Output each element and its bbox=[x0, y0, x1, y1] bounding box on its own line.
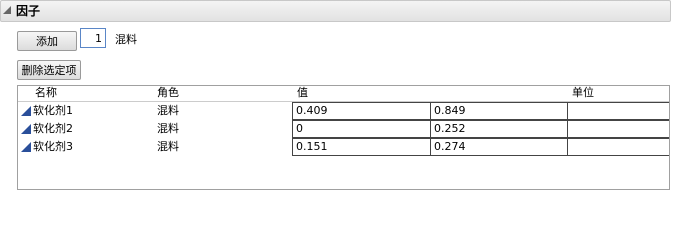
factor-role: 混料 bbox=[157, 104, 179, 117]
factor-role: 混料 bbox=[157, 140, 179, 153]
section-title: 因子 bbox=[16, 4, 41, 18]
count-input[interactable]: 1 bbox=[80, 28, 106, 48]
column-header: 值 bbox=[297, 86, 308, 99]
value-cell[interactable]: 0.252 bbox=[430, 120, 568, 138]
value-cell[interactable]: 0.849 bbox=[430, 102, 568, 120]
factor-table: 名称 角色 值 单位软化剂1 混料 0.409 0.849 软化剂2 混料 0 0.252 软化剂3 混… bbox=[17, 85, 670, 190]
column-header: 角色 bbox=[157, 86, 179, 99]
add-button[interactable]: 添加 bbox=[17, 31, 77, 51]
header-divider bbox=[18, 101, 669, 102]
value-cell[interactable]: 0 bbox=[292, 120, 431, 138]
factor-name[interactable]: 软化剂1 bbox=[33, 104, 73, 117]
row-icon bbox=[21, 124, 31, 134]
factor-role: 混料 bbox=[157, 122, 179, 135]
disclosure-icon[interactable] bbox=[3, 6, 11, 14]
unit-cell[interactable] bbox=[567, 120, 669, 138]
value-cell[interactable]: 0.151 bbox=[292, 138, 431, 156]
column-header: 名称 bbox=[35, 86, 57, 99]
outline-header[interactable] bbox=[0, 0, 671, 22]
unit-cell[interactable] bbox=[567, 102, 669, 120]
unit-cell[interactable] bbox=[567, 138, 669, 156]
count-type-label: 混料 bbox=[115, 33, 137, 46]
factor-name[interactable]: 软化剂3 bbox=[33, 140, 73, 153]
delete-button[interactable]: 删除选定项 bbox=[17, 60, 81, 80]
factor-name[interactable]: 软化剂2 bbox=[33, 122, 73, 135]
value-cell[interactable]: 0.274 bbox=[430, 138, 568, 156]
column-header: 单位 bbox=[572, 86, 594, 99]
row-icon bbox=[21, 106, 31, 116]
value-cell[interactable]: 0.409 bbox=[292, 102, 431, 120]
page: 因子 添加 1 混料 删除选定项 名称 角色 值 单位软化剂1 混料 0.409 0.849… bbox=[0, 0, 673, 192]
row-icon bbox=[21, 142, 31, 152]
